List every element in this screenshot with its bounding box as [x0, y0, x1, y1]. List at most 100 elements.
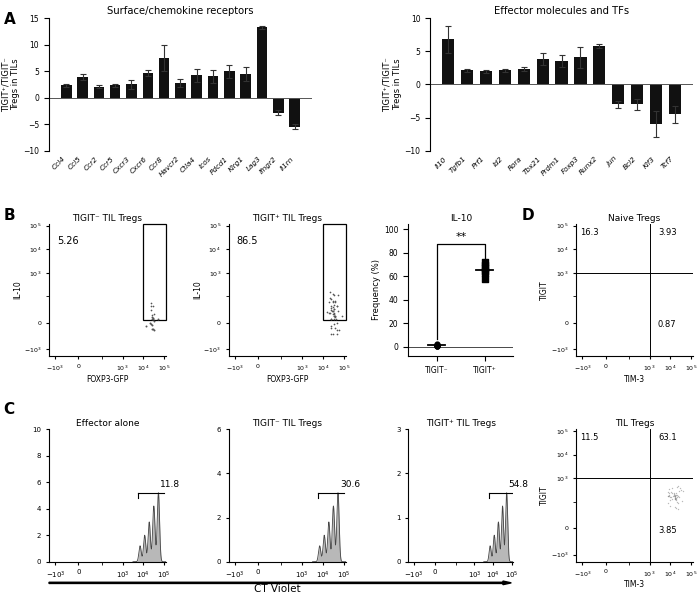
Point: [668, 488, 680, 498]
Point: [328, 319, 339, 329]
Point: [325, 293, 336, 303]
Point: [330, 297, 341, 306]
Point: [145, 318, 156, 328]
Bar: [650, 85, 662, 124]
Point: [146, 310, 158, 320]
Title: TIGIT⁻ TIL Tregs: TIGIT⁻ TIL Tregs: [252, 419, 322, 428]
Bar: [574, 57, 587, 85]
Point: [670, 495, 681, 505]
Point: [327, 309, 338, 319]
Text: D: D: [522, 208, 534, 223]
Point: [328, 311, 339, 321]
Point: [145, 298, 156, 308]
Point: [148, 324, 159, 334]
Bar: [631, 85, 643, 104]
Point: [479, 268, 490, 278]
Title: IL-10: IL-10: [449, 214, 472, 223]
Point: [324, 308, 335, 318]
Point: [329, 300, 340, 309]
X-axis label: TIM-3: TIM-3: [624, 580, 645, 589]
Point: [673, 492, 685, 501]
Point: [329, 304, 340, 314]
Text: 0.87: 0.87: [658, 320, 677, 329]
Point: [671, 497, 682, 507]
Point: [667, 492, 678, 501]
Title: TIGIT⁻ TIL Tregs: TIGIT⁻ TIL Tregs: [73, 214, 143, 223]
Point: [331, 329, 342, 339]
Point: [330, 323, 341, 333]
Point: [673, 504, 684, 514]
Point: [330, 297, 341, 306]
Point: [330, 312, 341, 321]
Point: [431, 341, 442, 350]
Text: 54.8: 54.8: [508, 480, 528, 489]
Point: [668, 489, 679, 499]
Bar: [536, 59, 549, 85]
Point: [328, 311, 339, 321]
Point: [671, 490, 682, 500]
Point: [332, 290, 344, 300]
Point: [327, 302, 338, 312]
Point: [479, 266, 490, 275]
Point: [669, 502, 680, 512]
Point: [670, 491, 681, 501]
Bar: [273, 98, 284, 112]
Text: 3.85: 3.85: [658, 525, 677, 535]
Point: [479, 274, 490, 284]
Y-axis label: TIGIT⁺/TIGIT⁻
Tregs in TILs: TIGIT⁺/TIGIT⁻ Tregs in TILs: [382, 57, 402, 112]
Bar: [480, 71, 492, 85]
Point: [674, 483, 685, 493]
Point: [479, 263, 490, 273]
Point: [667, 494, 678, 504]
Point: [141, 321, 152, 330]
Y-axis label: TIGIT⁺/TIGIT⁻
Tregs in TILs: TIGIT⁺/TIGIT⁻ Tregs in TILs: [1, 57, 20, 112]
Bar: [110, 86, 120, 98]
Point: [146, 315, 158, 324]
Point: [331, 318, 342, 328]
Point: [668, 490, 680, 500]
Point: [668, 491, 680, 501]
Point: [678, 486, 689, 496]
Point: [325, 314, 336, 324]
Point: [431, 341, 442, 351]
Point: [665, 501, 676, 510]
Point: [147, 314, 158, 324]
Point: [329, 313, 340, 323]
Point: [666, 483, 678, 493]
Point: [326, 315, 337, 324]
Bar: [612, 85, 624, 104]
Point: [148, 316, 160, 326]
Bar: [257, 27, 267, 98]
Point: [324, 307, 335, 317]
Bar: [143, 72, 153, 98]
Point: [326, 323, 337, 332]
Bar: [289, 98, 300, 127]
Point: [325, 287, 336, 297]
Point: [664, 492, 675, 501]
Text: 5.26: 5.26: [57, 236, 79, 245]
Point: [331, 301, 342, 310]
X-axis label: FOXP3-GFP: FOXP3-GFP: [266, 374, 308, 384]
Point: [666, 492, 677, 502]
Bar: [224, 71, 234, 98]
Point: [149, 325, 160, 335]
Title: Effector alone: Effector alone: [76, 419, 139, 428]
Title: TIL Tregs: TIL Tregs: [615, 419, 654, 428]
Point: [328, 298, 339, 307]
Point: [673, 498, 684, 508]
Point: [326, 321, 337, 331]
Point: [671, 492, 682, 501]
Point: [327, 296, 338, 306]
Point: [665, 487, 676, 497]
X-axis label: FOXP3-GFP: FOXP3-GFP: [86, 374, 129, 384]
Title: Effector molecules and TFs: Effector molecules and TFs: [494, 6, 629, 16]
Point: [146, 312, 158, 322]
Text: 30.6: 30.6: [340, 480, 360, 489]
Point: [431, 341, 442, 350]
Point: [147, 324, 158, 334]
Point: [669, 494, 680, 504]
Bar: [668, 85, 681, 114]
Bar: [593, 46, 606, 85]
Point: [676, 486, 687, 495]
Bar: [208, 77, 218, 98]
